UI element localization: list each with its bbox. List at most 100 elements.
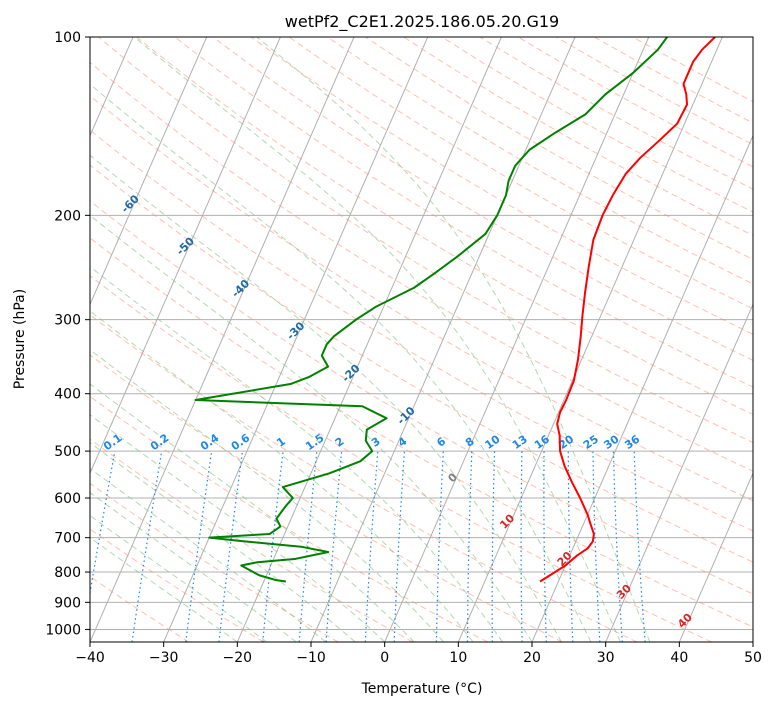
mixing-ratio-line xyxy=(393,451,406,642)
mixing-ratio-line xyxy=(298,451,318,642)
moist-adiabat xyxy=(256,37,651,642)
moist-adiabat xyxy=(90,514,268,642)
isotherm xyxy=(531,134,753,642)
mixing-ratio-line xyxy=(466,451,473,642)
dry-adiabat xyxy=(174,37,753,388)
dry-adiabat xyxy=(90,575,190,642)
isotherm xyxy=(163,37,429,642)
mixing-ratio-line xyxy=(185,451,213,642)
isotherm-label: -50 xyxy=(174,234,197,257)
x-tick-label: 20 xyxy=(523,650,541,666)
moist-adiabat xyxy=(90,266,503,642)
isotherm xyxy=(752,640,753,642)
y-tick-label: 800 xyxy=(54,565,81,581)
moist-adiabat xyxy=(90,83,592,642)
isotherm xyxy=(236,37,502,642)
mixing-ratio-line xyxy=(262,451,284,642)
mixing-ratio-line xyxy=(543,451,547,642)
dry-adiabat xyxy=(90,314,638,642)
moist-adiabat xyxy=(90,467,327,642)
moist-adiabat xyxy=(90,492,297,642)
y-tick-label: 100 xyxy=(54,30,81,46)
mixing-ratio-label: 13 xyxy=(510,433,530,452)
mixing-ratio-label: 25 xyxy=(581,433,601,452)
isotherm xyxy=(0,37,59,642)
isotherm xyxy=(457,37,723,642)
y-tick-label: 200 xyxy=(54,208,81,224)
mixing-ratio-label: 36 xyxy=(622,432,642,452)
isotherm xyxy=(678,471,753,642)
dry-adiabat xyxy=(288,37,753,310)
dry-adiabat xyxy=(90,200,753,595)
dewpoint-profile-line xyxy=(194,37,668,583)
dry-adiabat xyxy=(90,164,753,563)
y-tick-label: 400 xyxy=(54,387,81,403)
mixing-ratio-line xyxy=(633,451,646,642)
dry-adiabat xyxy=(517,37,753,168)
mixing-ratio-label: 0.6 xyxy=(229,431,253,453)
mixing-ratio-line xyxy=(435,451,444,642)
y-tick-label: 500 xyxy=(54,444,81,460)
isotherm-label: -10 xyxy=(395,404,418,427)
dry-adiabat xyxy=(441,37,753,213)
x-tick-label: 10 xyxy=(449,650,467,666)
moist-adiabat xyxy=(90,536,238,642)
dry-adiabat xyxy=(90,237,753,628)
moist-adiabat xyxy=(90,383,415,642)
isotherm xyxy=(90,37,208,306)
y-tick-label: 300 xyxy=(54,313,81,329)
dry-adiabat xyxy=(556,37,753,146)
isotherm xyxy=(310,37,576,642)
moist-adiabat xyxy=(90,214,533,642)
x-axis-label: Temperature (°C) xyxy=(361,681,483,697)
mixing-ratio-label: 16 xyxy=(532,432,552,452)
mixing-ratio-line xyxy=(364,451,379,642)
mixing-ratio-line xyxy=(520,451,523,642)
y-tick-label: 700 xyxy=(54,531,81,547)
mixing-ratio-label: 4 xyxy=(396,435,410,450)
isotherm-label: -60 xyxy=(119,192,142,215)
mixing-ratio-label: 1 xyxy=(274,435,288,450)
dry-adiabat xyxy=(90,275,712,642)
isotherm xyxy=(384,37,650,642)
dry-adiabat xyxy=(90,482,339,642)
isotherm-label: -80 xyxy=(8,107,31,130)
mixing-ratio-line xyxy=(567,451,574,642)
moist-adiabat xyxy=(90,442,356,642)
mixing-ratio-line xyxy=(491,451,496,642)
mixing-ratio-line xyxy=(218,451,244,642)
x-tick-label: −10 xyxy=(296,650,326,666)
y-tick-label: 900 xyxy=(54,595,81,611)
isotherm xyxy=(90,37,355,642)
y-axis-label: Pressure (hPa) xyxy=(12,289,28,389)
moist-adiabat xyxy=(90,414,386,642)
x-tick-label: −30 xyxy=(149,650,179,666)
dry-adiabat xyxy=(594,37,753,124)
dry-adiabat xyxy=(365,37,753,261)
mixing-ratio-line xyxy=(131,451,163,642)
mixing-ratio-line xyxy=(90,450,116,597)
isotherm-label: -20 xyxy=(339,362,362,385)
x-tick-label: 30 xyxy=(597,650,615,666)
y-tick-label: 1000 xyxy=(45,622,81,638)
dry-adiabat xyxy=(90,528,264,642)
mixing-ratio-line xyxy=(592,451,601,642)
moist-adiabat xyxy=(90,154,562,642)
dry-adiabat xyxy=(90,61,753,472)
isotherm xyxy=(605,303,753,642)
mixing-ratio-label: 2 xyxy=(333,435,347,450)
moist-adiabat xyxy=(90,310,474,642)
dry-adiabat xyxy=(327,37,753,285)
mixing-ratio-label: 0.2 xyxy=(148,431,171,453)
x-tick-label: 0 xyxy=(380,650,389,666)
dry-adiabat xyxy=(90,95,753,502)
dry-adiabat xyxy=(90,438,414,642)
x-tick-label: 40 xyxy=(670,650,688,666)
plot-frame xyxy=(89,36,754,643)
x-tick-label: 50 xyxy=(744,650,762,666)
dry-adiabat xyxy=(90,129,753,532)
mixing-ratio-label: 0.4 xyxy=(198,431,222,453)
x-tick-label: −40 xyxy=(75,650,105,666)
dry-adiabat xyxy=(90,395,488,642)
